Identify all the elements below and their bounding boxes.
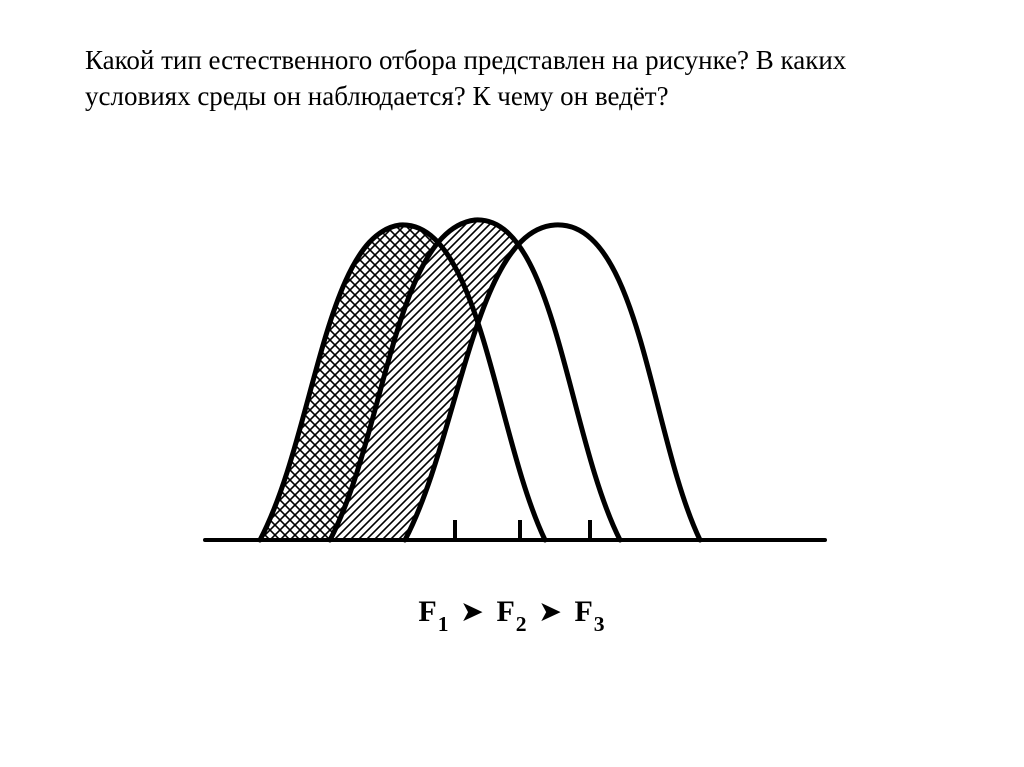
cap-f3-sub: 3 [594,612,606,636]
page: Какой тип естественного отбора представл… [0,0,1024,767]
cap-f3-letter: F [574,595,593,628]
selection-diagram [195,175,835,595]
question-text: Какой тип естественного отбора представл… [85,42,945,115]
cap-f2-letter: F [496,595,515,628]
arrow-icon: ➤ [460,595,484,629]
generation-caption: F1 ➤ F2 ➤ F3 [0,595,1024,634]
cap-f1-letter: F [418,595,437,628]
diagram-svg [195,175,835,595]
arrow-icon: ➤ [538,595,562,629]
cap-f2-sub: 2 [516,612,528,636]
cap-f1-sub: 1 [438,612,450,636]
